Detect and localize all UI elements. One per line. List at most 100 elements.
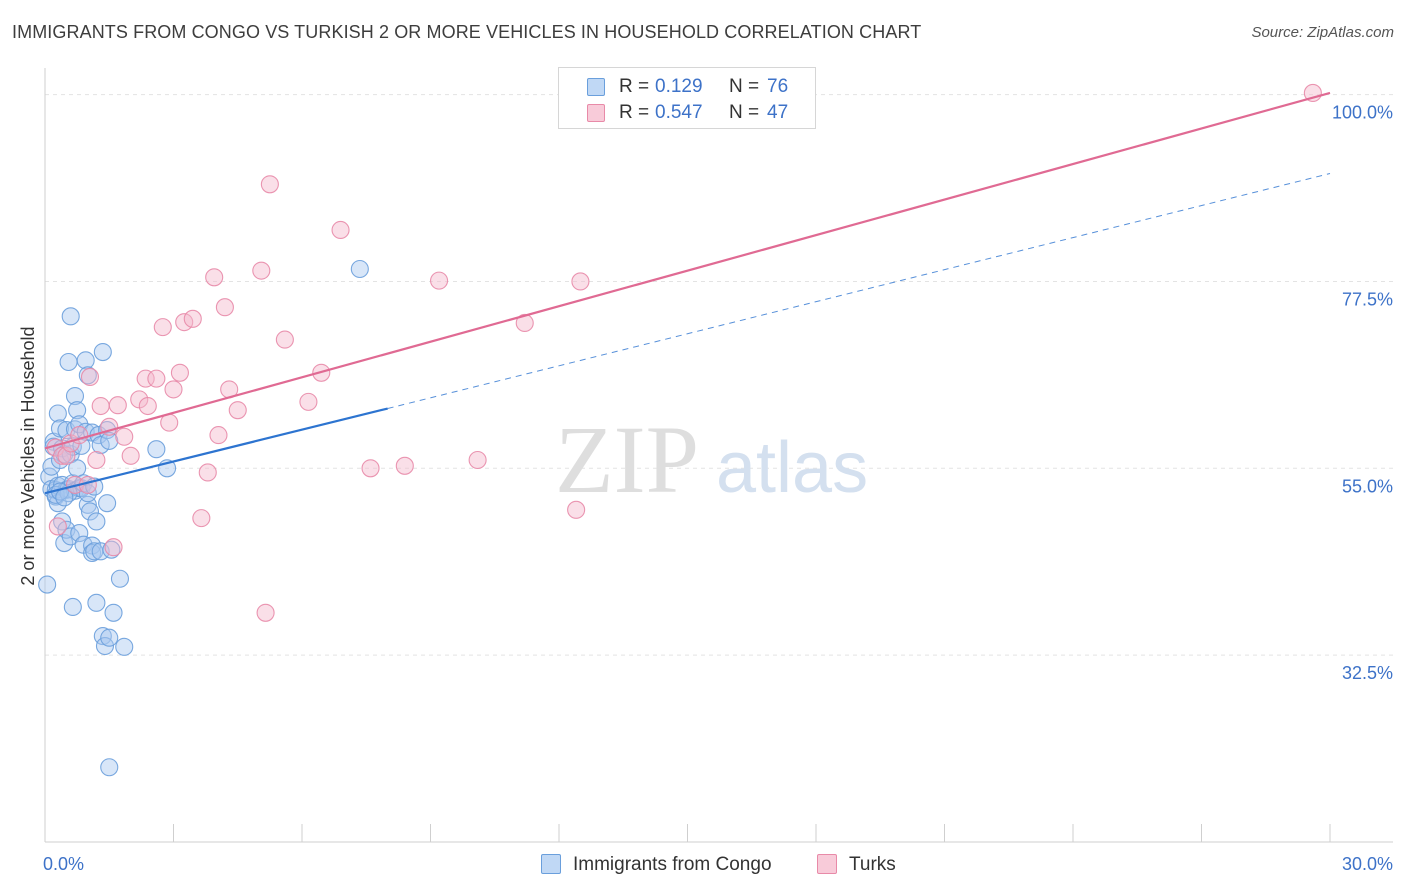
y-tick-label: 77.5% xyxy=(1342,289,1393,309)
turks-point xyxy=(147,369,166,388)
turks-point xyxy=(571,272,590,291)
turks-point xyxy=(164,380,183,399)
congo-point xyxy=(87,593,106,612)
congo-point xyxy=(87,512,106,531)
chart-title: IMMIGRANTS FROM CONGO VS TURKISH 2 OR MO… xyxy=(12,22,922,42)
turks-trend-line xyxy=(44,91,1331,450)
legend-r-value: 0.547 xyxy=(655,102,703,123)
turks-point xyxy=(252,261,271,280)
congo-point xyxy=(104,603,123,622)
turks-point xyxy=(192,509,211,528)
legend-row-turks: R = 0.547 N = 47 xyxy=(559,100,815,126)
turks-point xyxy=(91,396,110,416)
congo-point xyxy=(91,436,110,455)
watermark-atlas: atlas xyxy=(716,428,868,508)
turks-point xyxy=(468,450,487,470)
congo-point xyxy=(61,307,80,326)
x-tick-label-min: 0.0% xyxy=(43,854,84,874)
legend-row-congo: R = 0.129 N = 76 xyxy=(559,74,815,100)
congo-point xyxy=(110,569,130,588)
congo-point xyxy=(80,502,100,521)
turks-point xyxy=(215,298,234,317)
turks-point xyxy=(515,313,534,333)
congo-point xyxy=(350,259,369,279)
turks-legend-swatch xyxy=(817,854,837,874)
watermark-zip: ZIP xyxy=(555,406,699,513)
congo-point xyxy=(100,431,119,450)
turks-point xyxy=(108,396,127,415)
congo-point xyxy=(98,494,117,513)
congo-legend-swatch xyxy=(541,854,561,874)
turks-legend-label: Turks xyxy=(849,854,896,875)
turks-point xyxy=(567,500,586,519)
congo-trend-line xyxy=(44,407,388,495)
grid-lines xyxy=(45,94,1393,656)
turks-point xyxy=(331,220,350,240)
turks-point xyxy=(209,426,228,445)
tick-labels: 32.5% 55.0% 77.5% 100.0% 0.0% 30.0% xyxy=(43,103,1393,874)
trend-lines xyxy=(44,91,1331,495)
congo-point xyxy=(100,628,119,647)
congo-point xyxy=(55,533,74,553)
congo-point xyxy=(65,387,85,406)
turks-point xyxy=(48,517,67,536)
congo-point xyxy=(100,758,119,777)
turks-point xyxy=(183,309,202,328)
turks-point xyxy=(87,450,106,470)
congo-point xyxy=(115,637,134,656)
turks-point xyxy=(256,603,275,622)
congo-point xyxy=(63,597,82,617)
turks-point xyxy=(395,456,414,475)
legend-n-value: 47 xyxy=(767,102,789,123)
turks-point xyxy=(228,401,247,420)
turks-point xyxy=(275,330,294,349)
legend-n-label: N = xyxy=(729,102,760,123)
legend-n-value: 76 xyxy=(767,76,789,97)
y-tick-label: 32.5% xyxy=(1342,663,1393,683)
congo-point xyxy=(50,419,70,438)
congo-point xyxy=(76,351,95,370)
congo-point xyxy=(147,440,166,459)
turks-point xyxy=(170,363,189,382)
turks-point xyxy=(361,459,380,478)
congo-point xyxy=(59,352,78,372)
congo-point xyxy=(68,401,87,420)
turks-point xyxy=(299,392,318,411)
watermark: ZIP atlas xyxy=(555,406,868,513)
congo-point xyxy=(93,342,112,362)
turks-point xyxy=(205,268,224,287)
congo-point xyxy=(38,575,57,594)
congo-point xyxy=(48,404,67,423)
turks-point xyxy=(80,367,100,387)
legend-r-label: R = xyxy=(619,76,650,97)
y-tick-label: 55.0% xyxy=(1342,476,1393,496)
turks-point xyxy=(136,369,155,388)
y-tick-label: 100.0% xyxy=(1332,103,1393,123)
turks-point xyxy=(138,396,157,416)
x-tick-label-max: 30.0% xyxy=(1342,854,1393,874)
turks-point xyxy=(430,271,449,290)
turks-point xyxy=(260,175,279,194)
congo-trend-extension xyxy=(387,173,1331,409)
axes xyxy=(44,68,1393,843)
congo-point xyxy=(102,540,121,559)
stats-legend: R = 0.129 N = 76 R = 0.547 N = 47 xyxy=(558,67,816,129)
turks-point xyxy=(121,446,140,465)
legend-r-label: R = xyxy=(619,102,650,123)
chart-source: Source: ZipAtlas.com xyxy=(1251,24,1394,41)
congo-point xyxy=(70,415,89,434)
legend-n-label: N = xyxy=(729,76,760,97)
turks-point xyxy=(53,446,72,465)
turks-point xyxy=(153,318,172,337)
y-axis-title: 2 or more Vehicles in Household xyxy=(18,326,38,585)
congo-point xyxy=(95,636,115,656)
turks-swatch xyxy=(587,104,605,122)
congo-legend-label: Immigrants from Congo xyxy=(573,854,772,875)
legend-r-value: 0.129 xyxy=(655,76,703,97)
turks-point xyxy=(104,538,123,557)
turks-point xyxy=(115,427,134,446)
congo-swatch xyxy=(587,78,605,96)
turks-point xyxy=(198,463,217,482)
congo-point xyxy=(70,524,89,543)
